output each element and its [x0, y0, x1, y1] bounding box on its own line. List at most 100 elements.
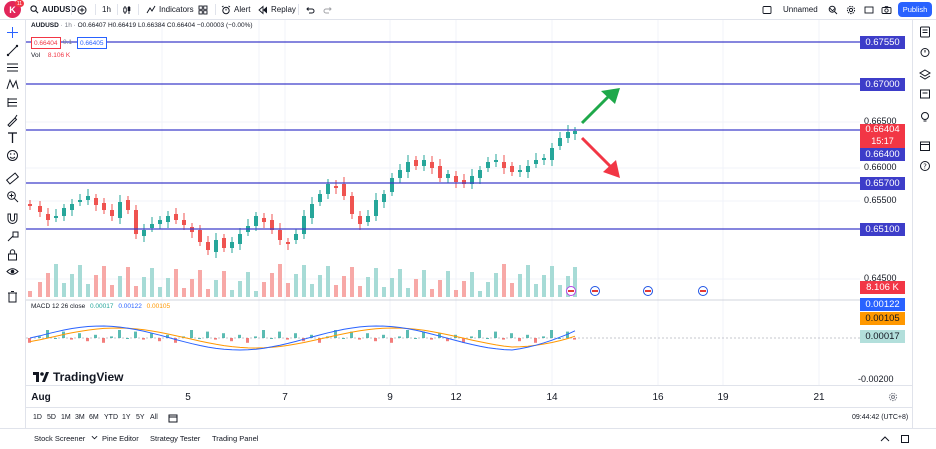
range-1m[interactable]: 1M: [61, 414, 71, 421]
range-1d[interactable]: 1D: [33, 414, 42, 421]
tab-pine-editor[interactable]: Pine Editor: [102, 434, 139, 443]
ideas-icon[interactable]: [919, 111, 931, 123]
candle-body: [166, 216, 170, 222]
fullscreen-button[interactable]: [864, 3, 874, 16]
candle-body: [486, 162, 490, 168]
time-label: 19: [717, 392, 729, 403]
eye-icon[interactable]: [6, 265, 19, 278]
snapshot-button[interactable]: [881, 3, 892, 16]
candle-body: [46, 214, 50, 220]
buy-price-box[interactable]: 0.66405: [77, 37, 107, 49]
range-3m[interactable]: 3M: [75, 414, 85, 421]
volume-bar: [406, 288, 410, 297]
macd-histogram-bar: [174, 338, 177, 343]
time-axis[interactable]: Aug 5 7 9 12 14 16 19 21: [26, 385, 912, 408]
candle-body: [158, 220, 162, 224]
candle-body: [102, 203, 106, 210]
sell-price-box[interactable]: 0.66404: [31, 37, 61, 49]
news-icon[interactable]: [919, 88, 931, 100]
event-marker-flag: [700, 290, 706, 292]
volume-bar: [158, 287, 162, 297]
alarm-clock-icon[interactable]: [919, 46, 931, 58]
candle-body: [86, 196, 90, 200]
tradingview-logo: TradingView: [33, 370, 123, 384]
price-chart[interactable]: [26, 20, 860, 385]
interval-button[interactable]: 1h: [102, 5, 111, 14]
compare-button[interactable]: [77, 3, 87, 16]
price-tick: 0.64500: [864, 273, 897, 283]
quick-search-button[interactable]: [828, 3, 838, 16]
crosshair-icon[interactable]: [6, 26, 19, 39]
layers-icon[interactable]: [919, 69, 931, 81]
fib-icon[interactable]: [6, 61, 19, 74]
candle-body: [406, 162, 410, 172]
range-ytd[interactable]: YTD: [104, 414, 118, 421]
volume-bar: [286, 283, 290, 297]
volume-bar: [438, 280, 442, 297]
layout-name-button[interactable]: Unnamed: [762, 3, 836, 16]
candle-body: [54, 216, 58, 218]
candle-body: [134, 210, 138, 234]
redo-button[interactable]: [323, 3, 333, 16]
volume-bar: [398, 269, 402, 297]
gear-icon[interactable]: [888, 392, 898, 402]
volume-bar: [470, 272, 474, 297]
magnet-icon[interactable]: [6, 212, 19, 225]
volume-bar: [542, 275, 546, 297]
goto-date-icon[interactable]: [168, 413, 178, 423]
volume-bar: [230, 290, 234, 297]
help-icon[interactable]: ?: [919, 160, 931, 172]
level-label: 0.67550: [860, 36, 905, 49]
text-icon[interactable]: [6, 131, 19, 144]
candle-body: [294, 234, 298, 240]
chevron-up-icon[interactable]: [880, 434, 890, 444]
range-1y[interactable]: 1Y: [122, 414, 131, 421]
price-scale[interactable]: 0.66500 0.66000 0.65500 0.64500 -0.00200…: [858, 20, 912, 385]
volume-bar: [142, 277, 146, 297]
tab-trading-panel[interactable]: Trading Panel: [212, 434, 259, 443]
macd-histogram-bar: [118, 330, 121, 338]
maximize-panel-icon[interactable]: [900, 434, 910, 444]
range-all[interactable]: All: [150, 414, 158, 421]
candle-body: [422, 160, 426, 166]
emoji-icon[interactable]: [6, 149, 19, 162]
macd-histogram-bar: [110, 336, 113, 338]
volume-bar: [222, 271, 226, 297]
alert-button[interactable]: Alert: [221, 3, 250, 16]
symbol-search[interactable]: AUDUSD: [30, 3, 76, 16]
publish-button[interactable]: Publish: [898, 2, 932, 17]
price-tick: -0.00200: [858, 374, 894, 384]
candle-body: [142, 230, 146, 236]
volume-bar: [94, 275, 98, 297]
event-marker-flag: [592, 290, 598, 292]
calendar-icon[interactable]: [919, 140, 931, 152]
tab-strategy-tester[interactable]: Strategy Tester: [150, 434, 201, 443]
tab-stock-screener[interactable]: Stock Screener: [34, 434, 98, 443]
replay-button[interactable]: Replay: [258, 3, 296, 16]
trash-icon[interactable]: [6, 290, 19, 303]
undo-button[interactable]: [305, 3, 315, 16]
chart-type-button[interactable]: [122, 3, 132, 16]
measure-icon[interactable]: [6, 172, 19, 185]
watchlist-icon[interactable]: [919, 26, 931, 38]
lock-icon[interactable]: [6, 248, 19, 261]
brush-icon[interactable]: [6, 114, 19, 127]
volume-bar: [46, 273, 50, 297]
ruler-tool-icon[interactable]: [6, 96, 19, 109]
time-label: 16: [652, 392, 664, 403]
volume-bar: [110, 285, 114, 297]
templates-button[interactable]: [198, 3, 208, 16]
indicators-button[interactable]: Indicators: [146, 3, 194, 16]
volume-bar: [494, 273, 498, 297]
range-5d[interactable]: 5D: [47, 414, 56, 421]
trendline-icon[interactable]: [6, 44, 19, 57]
lock-drawings-icon[interactable]: [6, 230, 19, 243]
range-6m[interactable]: 6M: [89, 414, 99, 421]
date-range-bar: 1D 5D 1M 3M 6M YTD 1Y 5Y All 09:44:42 (U…: [26, 407, 912, 428]
macd-histogram-bar: [54, 338, 57, 339]
clock-timezone[interactable]: 09:44:42 (UTC+8): [852, 414, 909, 421]
pattern-icon[interactable]: [6, 78, 19, 91]
range-5y[interactable]: 5Y: [136, 414, 145, 421]
settings-button[interactable]: [846, 3, 856, 16]
zoom-icon[interactable]: [6, 190, 19, 203]
